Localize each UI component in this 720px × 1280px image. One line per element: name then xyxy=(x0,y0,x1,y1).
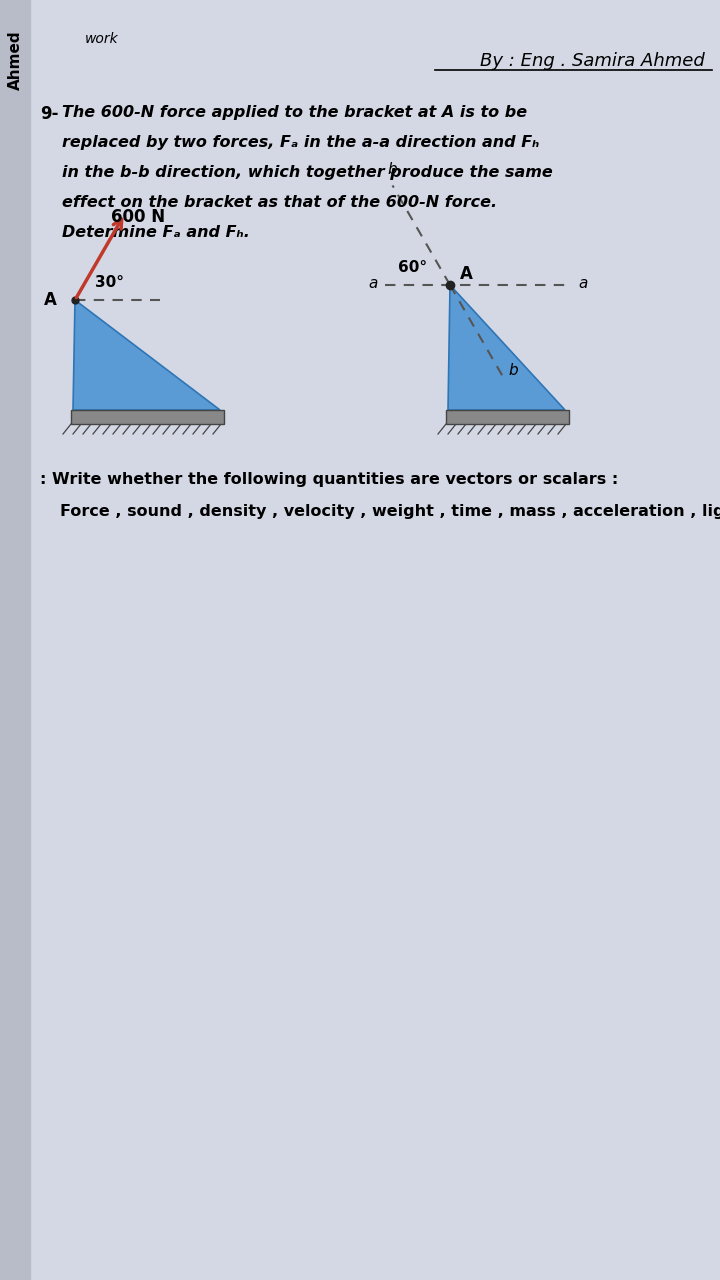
Text: 9-: 9- xyxy=(40,105,58,123)
Text: Determine Fₐ and Fₕ.: Determine Fₐ and Fₕ. xyxy=(62,225,250,241)
Text: A: A xyxy=(44,291,57,308)
Text: b: b xyxy=(508,364,518,379)
Polygon shape xyxy=(73,300,220,410)
Text: 60°: 60° xyxy=(398,260,427,275)
Polygon shape xyxy=(448,285,565,410)
Text: 30°: 30° xyxy=(95,275,124,291)
Text: : Write whether the following quantities are vectors or scalars :: : Write whether the following quantities… xyxy=(40,472,618,486)
Text: work: work xyxy=(85,32,119,46)
Bar xyxy=(0,0,30,1280)
Text: in the b-b direction, which together produce the same: in the b-b direction, which together pro… xyxy=(62,165,553,180)
Polygon shape xyxy=(71,410,224,424)
Text: The 600-N force applied to the bracket at A is to be: The 600-N force applied to the bracket a… xyxy=(62,105,527,120)
Text: effect on the bracket as that of the 600-N force.: effect on the bracket as that of the 600… xyxy=(62,195,497,210)
Text: b: b xyxy=(387,163,397,178)
Text: Force , sound , density , velocity , weight , time , mass , acceleration , light: Force , sound , density , velocity , wei… xyxy=(60,504,720,518)
Text: 600 N: 600 N xyxy=(110,209,165,227)
Polygon shape xyxy=(446,410,569,424)
Text: By : Eng . Samira Ahmed: By : Eng . Samira Ahmed xyxy=(480,52,705,70)
Text: A: A xyxy=(460,265,473,283)
Text: Ahmed: Ahmed xyxy=(7,29,22,90)
Text: a: a xyxy=(578,275,588,291)
Text: a: a xyxy=(369,275,378,291)
Text: replaced by two forces, Fₐ in the a-a direction and Fₕ: replaced by two forces, Fₐ in the a-a di… xyxy=(62,134,539,150)
